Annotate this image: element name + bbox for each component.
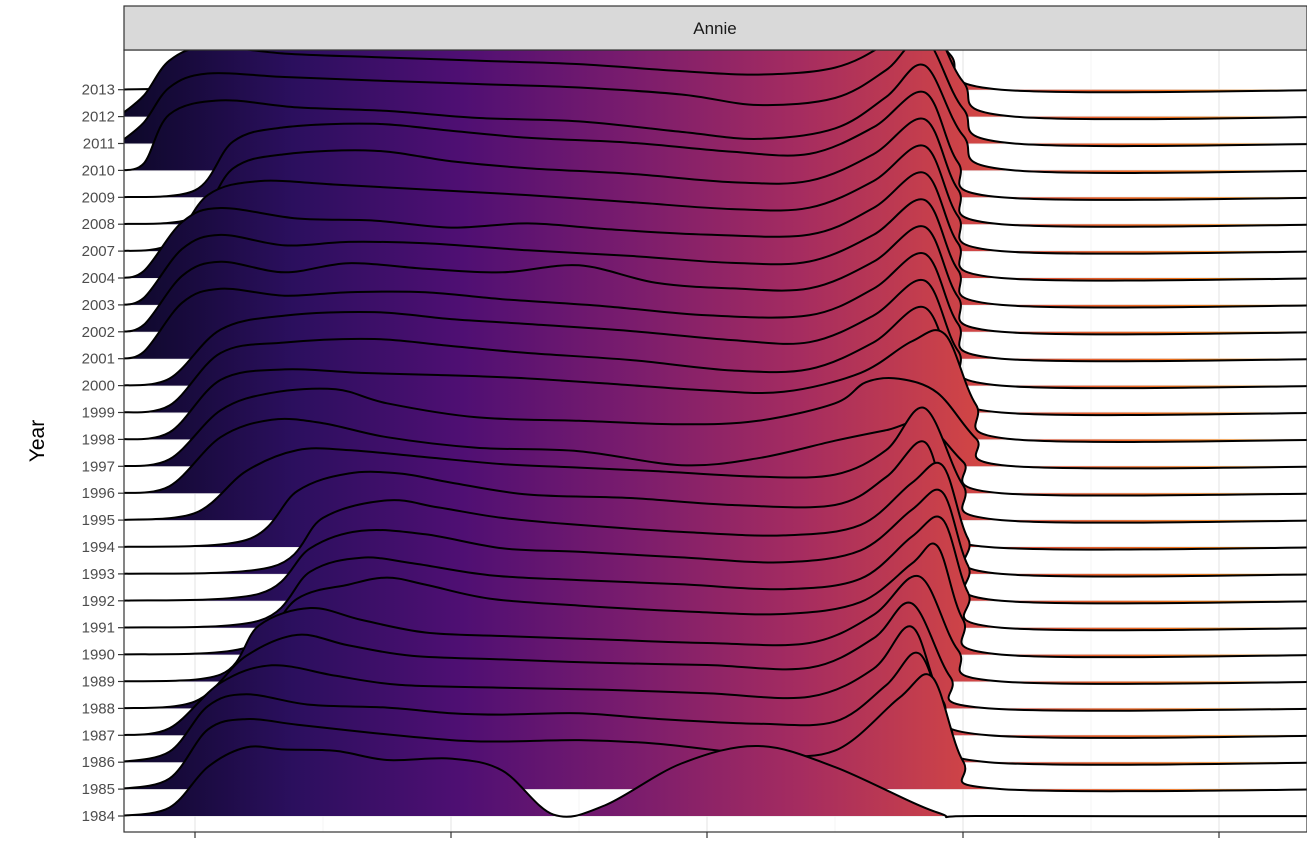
y-tick-label: 2008 [82,216,115,233]
ridge-line [124,377,1307,470]
ridge-line [124,542,1307,659]
ridge-line [124,673,1307,793]
y-tick-label: 1997 [82,458,115,475]
ridge-line [124,417,1307,497]
y-tick-label: 2009 [82,189,115,206]
ridge-line [124,574,1307,685]
y-tick-label: 2007 [82,243,115,260]
y-tick-label: 2011 [83,136,115,153]
y-tick-label: 1991 [82,620,115,637]
y-tick-label: 1986 [82,754,115,771]
ridge-line [124,744,1307,819]
ridge-line [124,601,1307,712]
y-tick-label: 1984 [82,808,115,825]
facet-label: Annie [693,19,736,38]
ridge-line [124,252,1307,363]
y-tick-label: 1989 [82,674,115,691]
y-tick-label: 1993 [82,566,115,583]
y-tick-label: 1996 [82,485,115,502]
ridge-line [124,90,1307,201]
y-tick-label: 1998 [82,431,115,448]
ridge-line [124,198,1307,309]
facet-strip-background [123,5,1307,51]
y-tick-label: 2002 [82,324,115,341]
y-tick-label: 1994 [82,539,115,556]
y-tick-label: 2004 [82,270,115,287]
ridge-line [124,329,1307,443]
ridge-line [124,63,1307,174]
y-axis-title: Year [26,420,49,462]
ridge-area [124,602,1307,711]
y-tick-label: 1995 [82,512,115,529]
y-tick-label: 2013 [82,82,115,99]
y-tick-label: 1987 [82,727,115,744]
ridge-line [124,171,1307,282]
x-axis-ticks [194,832,1220,838]
y-tick-label: 2003 [82,297,115,314]
ridge-line [124,144,1307,255]
ridge-line [124,50,1307,121]
ridge-line [124,406,1307,524]
ridge-area [124,745,1307,818]
y-tick-label: 1992 [82,593,115,610]
y-tick-label: 1990 [82,647,115,664]
ridge-line [124,515,1307,632]
y-tick-label: 2001 [82,351,115,368]
y-tick-label: 1985 [82,781,115,798]
y-tick-label: 2010 [82,162,115,179]
y-tick-label: 2012 [82,109,115,126]
ridge-area [124,543,1307,658]
ridge-line [124,117,1307,228]
ridge-line [124,50,1307,148]
y-axis-ticks: 1984 1985 1986 1987 1988 1989 1990 1991 1992 1993… [82,82,124,825]
facet-strip: Annie [123,5,1307,51]
ridge-line [124,225,1307,336]
y-tick-label: 1999 [82,405,115,422]
ridges [124,50,1307,819]
y-tick-label: 1988 [82,700,115,717]
y-tick-label: 2000 [82,378,115,395]
